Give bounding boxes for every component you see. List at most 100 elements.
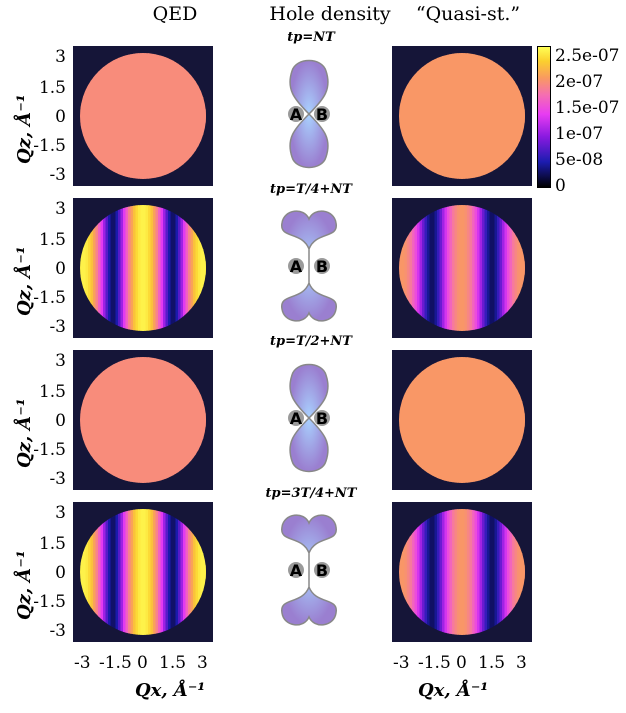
heatmap-cell xyxy=(474,509,478,635)
heatmap-cell xyxy=(504,357,508,483)
heatmap-cell xyxy=(424,357,428,483)
heatmap-cell xyxy=(487,509,491,635)
heatmap-cell xyxy=(148,53,152,179)
heatmap-cell xyxy=(175,509,179,635)
heatmap-cell xyxy=(113,509,117,635)
heatmap-cell xyxy=(160,53,164,179)
y-tick-label: 3 xyxy=(55,199,66,219)
x-tick-label: -1.5 xyxy=(418,653,451,673)
heatmap-cell xyxy=(125,205,129,331)
heatmap-cell xyxy=(524,357,525,483)
heatmap-cell xyxy=(462,53,466,179)
heatmap-cell xyxy=(135,357,139,483)
heatmap-cell xyxy=(163,53,167,179)
y-axis-label: Qz, Å⁻¹ xyxy=(14,246,35,316)
heatmap-cell xyxy=(118,205,122,331)
heatmap-cell xyxy=(165,509,169,635)
atom-b-label: B xyxy=(316,257,328,276)
orbital-lobes xyxy=(281,514,337,626)
heatmap-cell xyxy=(447,509,451,635)
heatmap-cell xyxy=(85,509,89,635)
heatmap-cell xyxy=(123,205,127,331)
y-axis-label: Qz, Å⁻¹ xyxy=(14,94,35,164)
heatmap-cell xyxy=(100,53,104,179)
heatmap-cell xyxy=(93,357,97,483)
heatmap-cell xyxy=(432,53,436,179)
heatmap-cell xyxy=(203,53,206,179)
heatmap-cell xyxy=(519,53,523,179)
y-tick-label: -1.5 xyxy=(33,440,66,460)
heatmap-cell xyxy=(145,509,149,635)
heatmap-cell xyxy=(432,205,436,331)
heatmap-cell xyxy=(402,357,406,483)
heatmap-cell xyxy=(125,357,129,483)
heatmap-cell xyxy=(93,509,97,635)
heatmap-cell xyxy=(477,509,481,635)
heatmap-cell xyxy=(103,205,107,331)
heatmap-cell xyxy=(429,509,433,635)
atom-b-marker xyxy=(314,562,330,578)
heatmap-cell xyxy=(452,509,456,635)
heatmap-cell xyxy=(482,509,486,635)
heatmap-cell xyxy=(170,509,174,635)
heatmap-cell xyxy=(193,205,197,331)
heatmap-cell xyxy=(484,509,488,635)
heatmap-cell xyxy=(198,53,202,179)
y-tick-label: 0 xyxy=(55,563,66,583)
heatmap-cell xyxy=(88,357,92,483)
heatmap-cell xyxy=(519,509,523,635)
heatmap-cell xyxy=(85,357,89,483)
heatmap-cell xyxy=(442,357,446,483)
heatmap-cell xyxy=(402,205,406,331)
heatmap-cell xyxy=(155,53,159,179)
heatmap-cell xyxy=(417,509,421,635)
heatmap-cell xyxy=(472,53,476,179)
heatmap-cell xyxy=(409,509,413,635)
heatmap-cell xyxy=(429,53,433,179)
heatmap-cell xyxy=(459,357,463,483)
heatmap-cell xyxy=(83,509,87,635)
heatmap-cell xyxy=(514,509,518,635)
y-axis-label: Qz, Å⁻¹ xyxy=(14,550,35,620)
heatmap-cell xyxy=(489,53,493,179)
heatmap-cell xyxy=(519,205,523,331)
heatmap-cell xyxy=(148,357,152,483)
heatmap-cell xyxy=(522,357,525,483)
x-tick-label: 1.5 xyxy=(478,653,506,673)
heatmap-cell xyxy=(95,53,99,179)
heatmap-cell xyxy=(499,509,503,635)
heatmap-cell xyxy=(163,205,167,331)
heatmap-cell xyxy=(489,205,493,331)
heatmap-cell xyxy=(502,509,506,635)
heatmap-cell xyxy=(190,53,194,179)
heatmap-cell xyxy=(502,205,506,331)
heatmap-cell xyxy=(399,205,403,331)
heatmap-cell xyxy=(188,357,192,483)
heatmap-cell xyxy=(168,509,172,635)
heatmap-cell xyxy=(185,205,189,331)
heatmap-cell xyxy=(407,357,411,483)
heatmap-cell xyxy=(180,205,184,331)
heatmap-cell xyxy=(449,205,453,331)
heatmap-cell xyxy=(407,205,411,331)
heatmap-cell xyxy=(449,53,453,179)
heatmap-cell xyxy=(98,53,102,179)
heatmap-cell xyxy=(130,509,134,635)
heatmap-cell xyxy=(188,205,192,331)
heatmap-qed-row-2 xyxy=(73,198,213,338)
heatmap-cell xyxy=(474,205,478,331)
heatmap-cell xyxy=(135,509,139,635)
heatmap-cell xyxy=(417,205,421,331)
heatmap-cell xyxy=(190,509,194,635)
heatmap-cell xyxy=(454,53,458,179)
heatmap-cell xyxy=(509,357,513,483)
heatmap-cell xyxy=(474,53,478,179)
heatmap-cell xyxy=(434,53,438,179)
heatmap-cell xyxy=(512,205,516,331)
heatmap-cell xyxy=(479,205,483,331)
heatmap-cell xyxy=(138,205,142,331)
heatmap-cell xyxy=(497,205,501,331)
heatmap-cell xyxy=(427,509,431,635)
heatmap-cell xyxy=(427,53,431,179)
x-tick-label: 1.5 xyxy=(159,653,187,673)
